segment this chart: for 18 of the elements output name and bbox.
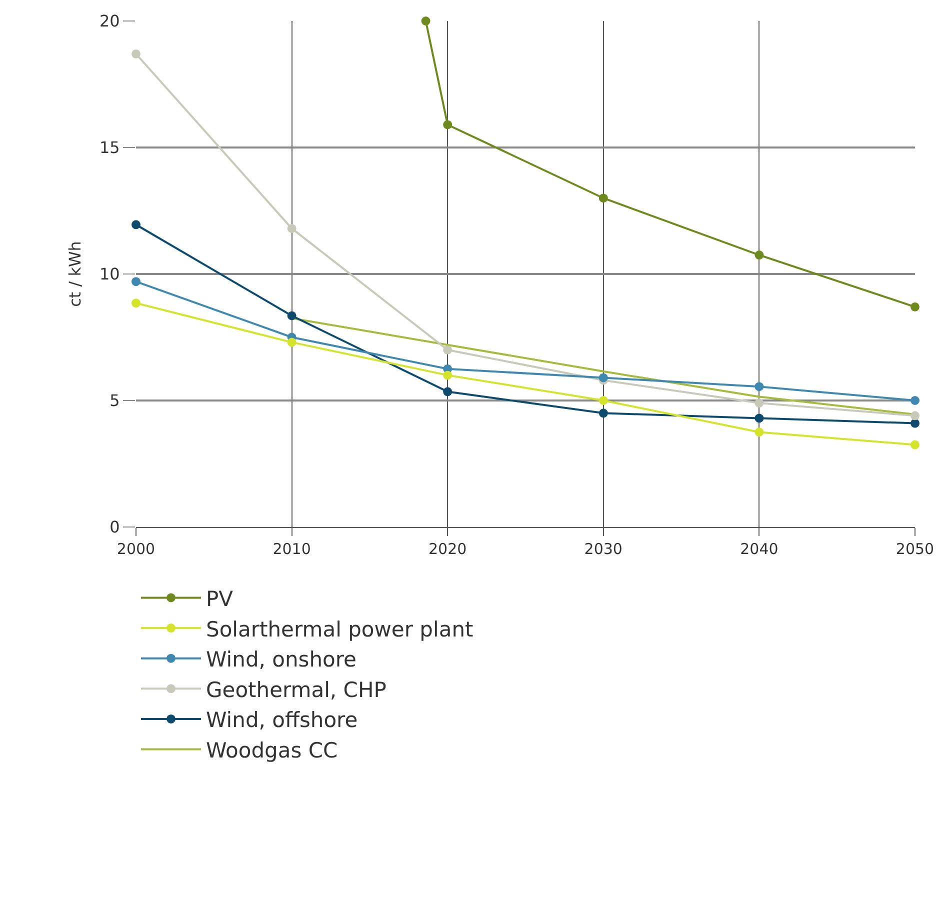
y-tick-label: 10 [99, 264, 120, 284]
y-axis-title: ct / kWh [65, 241, 84, 307]
y-tick-label: 15 [99, 138, 120, 158]
legend-label: Geothermal, CHP [206, 678, 386, 702]
x-tick-label: 2000 [116, 540, 156, 558]
y-tick-label: 0 [110, 518, 120, 537]
y-tick-label: 20 [99, 12, 120, 31]
legend-label: Wind, onshore [206, 648, 356, 672]
legend-label: Solarthermal power plant [206, 617, 474, 642]
x-tick-label: 2030 [584, 540, 622, 558]
legend-label: Woodgas CC [206, 738, 338, 762]
x-tick-label: 2050 [896, 540, 934, 558]
x-tick-label: 2040 [740, 540, 778, 558]
x-tick-label: 2010 [272, 540, 311, 558]
legend-label: PV [206, 586, 234, 611]
x-tick-label: 2020 [428, 540, 467, 558]
legend-label: Wind, offshore [206, 708, 358, 732]
y-tick-label: 5 [110, 391, 120, 410]
